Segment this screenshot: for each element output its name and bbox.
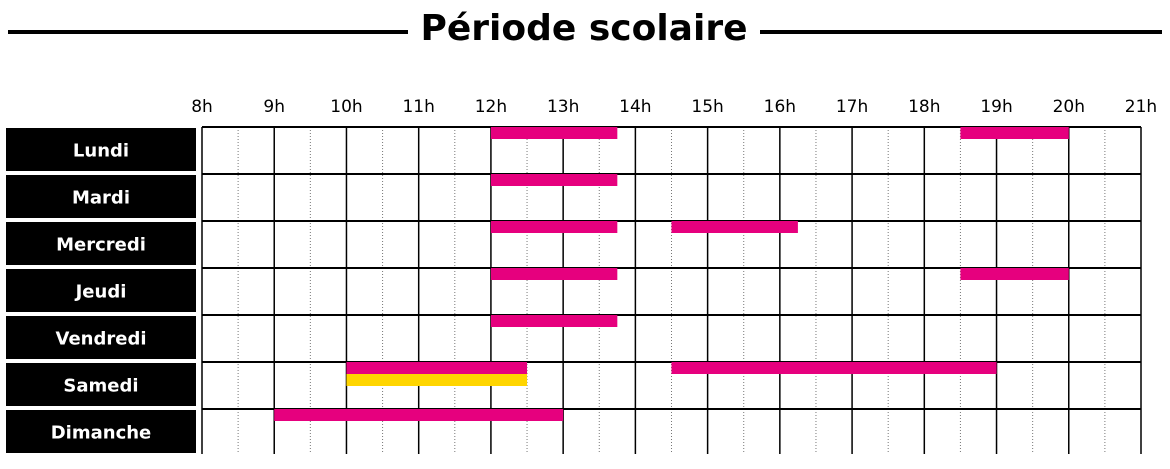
slot-bar [490,174,618,186]
slot-bar [490,221,618,233]
hour-label: 9h [263,97,285,117]
slot-bar [960,268,1069,280]
hour-label: 13h [547,97,579,117]
slot-bar [346,374,528,386]
slot-bar [490,127,618,139]
day-box [6,410,196,453]
day-label: Lundi [73,141,129,162]
slot-bar [346,362,528,374]
day-label: Vendredi [56,329,147,350]
day-box [6,222,196,265]
hour-label: 15h [691,97,723,117]
hour-label: 20h [1053,97,1085,117]
day-label: Dimanche [51,423,152,444]
day-label: Jeudi [74,282,127,303]
slot-bar [671,221,798,233]
day-label: Mercredi [56,235,146,256]
hour-label: 12h [475,97,507,117]
title: Période scolaire [421,8,748,49]
slot-bar [671,362,997,374]
slot-bar [960,127,1069,139]
hour-label: 18h [908,97,940,117]
hour-label: 10h [330,97,362,117]
hour-label: 11h [402,97,434,117]
day-box [6,175,196,218]
hour-label: 17h [836,97,868,117]
slot-bar [274,409,564,421]
hour-label: 8h [191,97,213,117]
day-box [6,363,196,406]
hour-label: 14h [619,97,651,117]
day-label: Samedi [63,376,138,397]
hour-label: 16h [764,97,796,117]
day-box [6,269,196,312]
day-box [6,128,196,171]
day-label: Mardi [72,188,130,209]
slot-bar [490,268,618,280]
hour-label: 21h [1125,97,1157,117]
slot-bar [490,315,618,327]
day-box [6,316,196,359]
hour-label: 19h [980,97,1012,117]
